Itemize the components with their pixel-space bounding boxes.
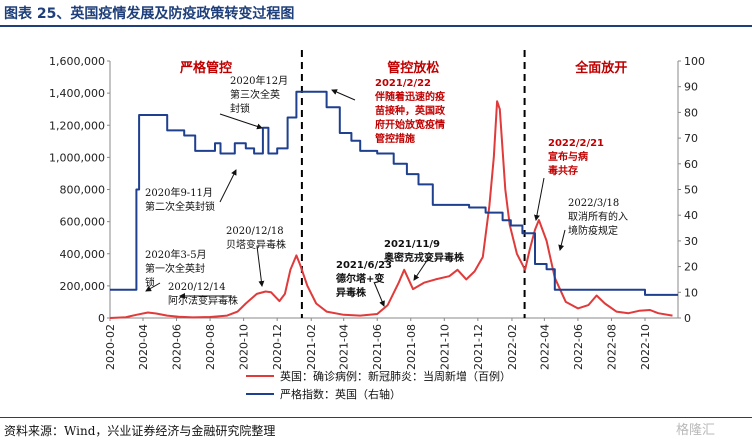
annotation-a6-line: 苗接种，英国政 <box>375 104 446 117</box>
annotation-a1-line: 2020年12月 <box>230 74 288 87</box>
annotation-arrow <box>256 245 265 287</box>
series-group <box>109 90 678 319</box>
annotation-a3-line: 第一次全英封 <box>145 262 205 275</box>
annotation-a3-line: 2020年3-5月 <box>145 248 207 261</box>
y-right-tick-label: 30 <box>684 235 698 248</box>
source-rule <box>0 417 752 418</box>
y-left-tick-label: 1,600,000 <box>49 55 105 68</box>
annotation-arrow <box>413 255 431 281</box>
y-right-tick-label: 10 <box>684 286 698 299</box>
annotation-a6-line: 2021/2/22 <box>375 78 431 89</box>
phase-dividers: 严格管控 管控放松 全面放开 <box>179 50 627 318</box>
annotation-a2-line: 2020年9-11月 <box>145 186 213 199</box>
y-right-tick-label: 0 <box>684 312 691 325</box>
title-rule <box>0 25 752 27</box>
y-right-tick-label: 50 <box>684 184 698 197</box>
y-right-tick-label: 40 <box>684 209 698 222</box>
y-right-tick-label: 60 <box>684 158 698 171</box>
phase-label: 全面放开 <box>574 60 627 76</box>
annotation-a7-line: 异毒株 <box>336 286 367 299</box>
annotation-a8-line: 2021/11/9 <box>384 239 440 250</box>
x-tick-label: 2021-04 <box>338 324 351 370</box>
x-tick-label: 2021-10 <box>438 324 451 370</box>
y-right-tick-label: 20 <box>684 261 698 274</box>
cases-series-line <box>109 100 673 319</box>
x-tick-label: 2021-12 <box>472 324 485 370</box>
x-tick-label: 2020-06 <box>171 324 184 370</box>
watermark-logo: 格隆汇 <box>676 423 716 438</box>
annotation-a4-line: 2020/12/18 <box>226 226 284 237</box>
y-left-tick-label: 1,000,000 <box>49 151 105 164</box>
annotation-arrow <box>219 169 237 203</box>
annotation-arrow <box>533 177 545 221</box>
annotation-a5-line: 阿尔法变异毒株 <box>168 294 238 307</box>
x-tick-label: 2021-08 <box>405 324 418 370</box>
annotation-a10-line: 境防疫规定 <box>568 224 618 237</box>
phase-label: 管控放松 <box>387 60 439 76</box>
phase-label: 严格管控 <box>179 60 232 76</box>
stringency-series-line <box>110 90 678 296</box>
annotation-a2-line: 第二次全英封锁 <box>145 200 215 213</box>
legend-group: 英国：确诊病例：新冠肺炎：当周新增（百例） 严格指数：英国（右轴） <box>246 369 511 401</box>
x-tick-label: 2020-08 <box>204 324 217 370</box>
legend-index-label: 严格指数：英国（右轴） <box>280 387 401 401</box>
source-note: 资料来源：Wind，兴业证券经济与金融研究院整理 <box>4 424 276 438</box>
annotation-a3-line: 锁 <box>145 276 155 289</box>
annotation-a6-line: 管控措施 <box>375 132 415 145</box>
legend-cases-label: 英国：确诊病例：新冠肺炎：当周新增（百例） <box>280 369 511 383</box>
axes-group: 0 200,000 400,000 600,000 800,000 1,000,000 1,… <box>49 55 705 370</box>
x-tick-label: 2020-04 <box>137 324 150 370</box>
annotation-arrow <box>331 89 356 101</box>
y-left-tick-label: 600,000 <box>60 216 106 229</box>
x-tick-label: 2022-06 <box>572 324 585 370</box>
y-right-tick-label: 80 <box>684 106 698 119</box>
annotation-a9-line: 毒共存 <box>548 164 578 177</box>
y-left-tick-label: 1,400,000 <box>49 87 105 100</box>
annotation-a1-line: 第三次全英 <box>230 88 280 101</box>
y-right-tick-label: 100 <box>684 55 705 68</box>
annotation-a8-line: 奥密克戎变异毒株 <box>384 251 465 264</box>
annotation-a6-line: 伴随着迅速的疫 <box>374 90 445 103</box>
x-tick-label: 2022-10 <box>639 324 652 370</box>
x-tick-label: 2022-04 <box>538 324 551 370</box>
annotation-arrow <box>373 281 385 307</box>
x-tick-label: 2022-02 <box>506 324 519 370</box>
annotation-a7-line: 2021/6/23 <box>336 260 392 271</box>
x-tick-label: 2022-08 <box>605 324 618 370</box>
annotation-arrow <box>145 282 161 292</box>
y-right-tick-label: 90 <box>684 81 698 94</box>
annotation-a1-line: 封锁 <box>230 102 250 115</box>
annotation-a10-line: 2022/3/18 <box>568 198 619 209</box>
annotation-a9-line: 2022/2/21 <box>548 138 604 149</box>
y-left-tick-label: 400,000 <box>60 248 106 261</box>
annotation-a9-line: 宣布与病 <box>548 150 588 163</box>
figure-title: 图表 25、英国疫情发展及防疫政策转变过程图 <box>4 6 295 22</box>
y-right-tick-label: 70 <box>684 132 698 145</box>
x-tick-label: 2021-02 <box>305 324 318 370</box>
annotation-arrow <box>558 229 566 251</box>
x-tick-label: 2021-06 <box>371 324 384 370</box>
x-tick-label: 2020-02 <box>104 324 117 370</box>
annotation-a5-line: 2020/12/14 <box>168 282 226 293</box>
y-left-tick-label: 800,000 <box>60 184 106 197</box>
annotation-arrow <box>219 113 263 130</box>
y-left-tick-label: 1,200,000 <box>49 119 105 132</box>
annotation-a4-line: 贝塔变异毒株 <box>226 238 286 251</box>
annotation-a10-line: 取消所有的入 <box>568 210 628 223</box>
x-tick-label: 2020-10 <box>238 324 251 370</box>
annotation-a6-line: 府开始放宽疫情 <box>375 118 445 131</box>
y-left-tick-label: 0 <box>98 312 105 325</box>
annotation-a7-line: 德尔塔+变 <box>335 272 384 285</box>
y-left-tick-label: 200,000 <box>60 280 106 293</box>
x-tick-label: 2020-12 <box>271 324 284 370</box>
